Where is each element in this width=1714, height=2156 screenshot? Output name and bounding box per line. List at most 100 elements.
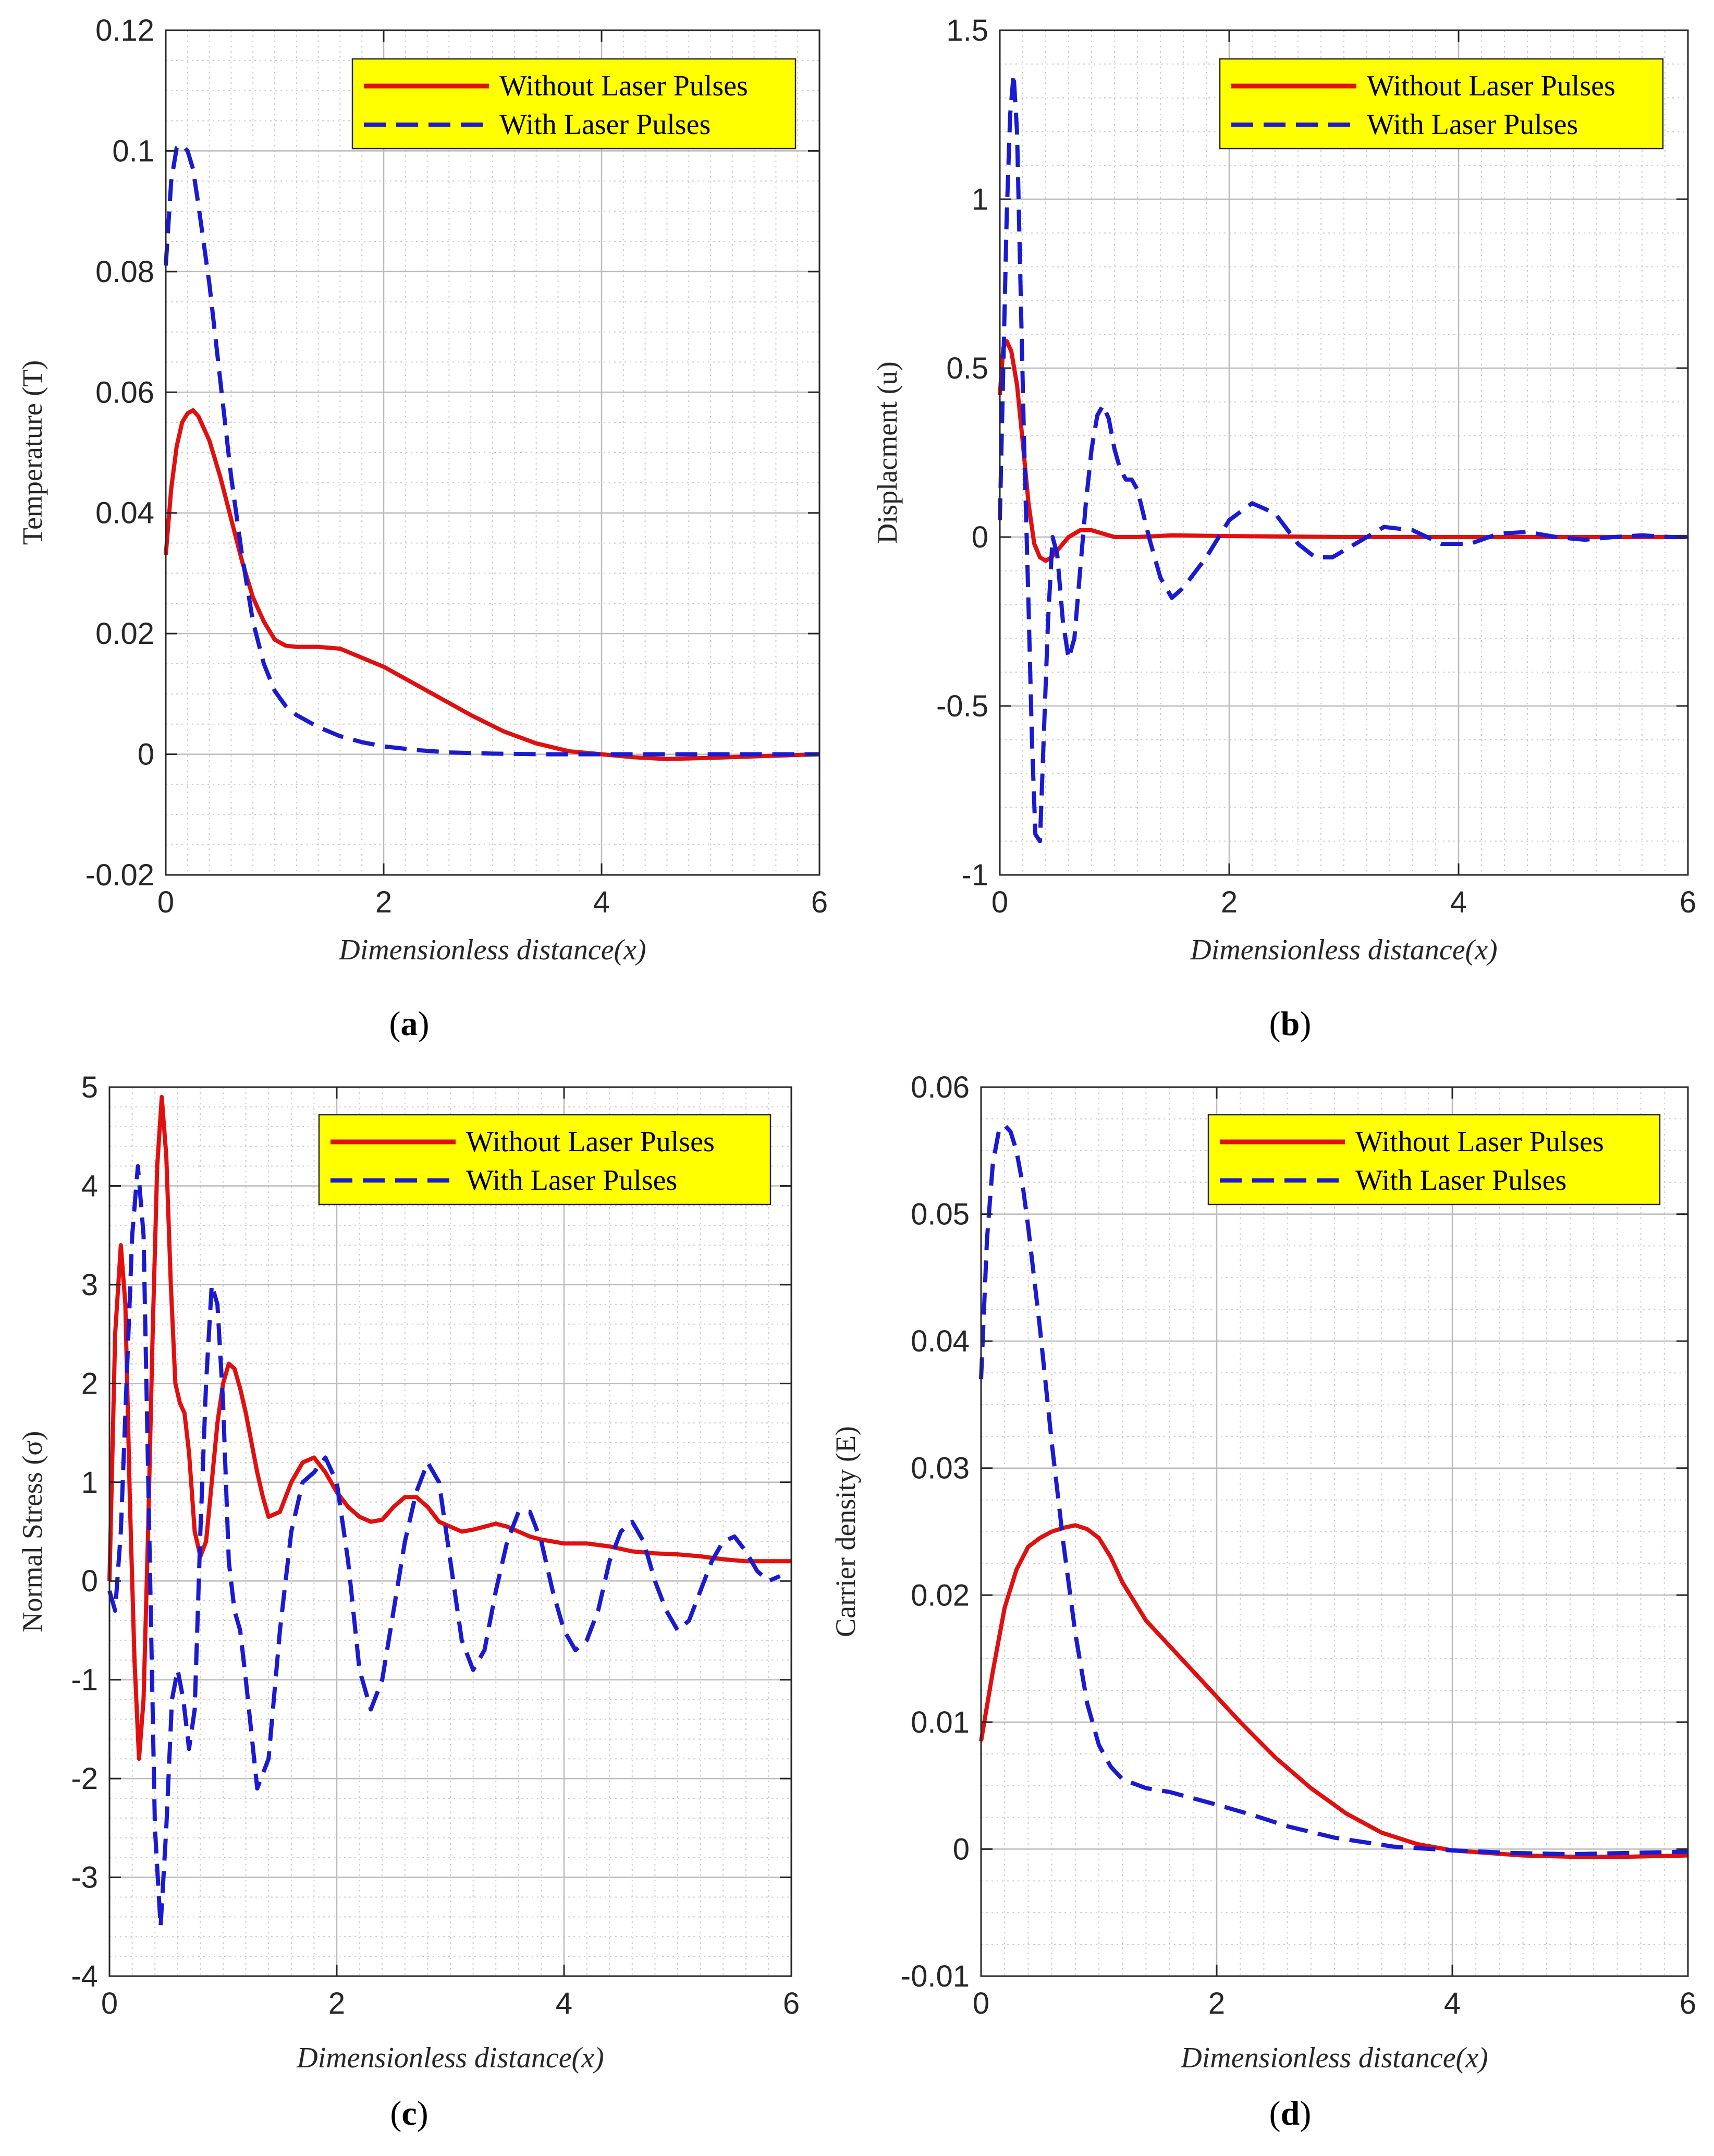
x-tick-label: 2 (375, 885, 392, 919)
x-tick-label: 0 (101, 1987, 118, 2020)
major-grid (981, 1087, 1688, 1976)
y-tick-label: 0.01 (911, 1706, 970, 1739)
caption-open-paren: ( (1269, 1005, 1281, 1043)
y-axis-label: Temperature (T) (17, 360, 48, 545)
x-tick-label: 6 (1680, 1987, 1696, 2020)
axes-box (165, 29, 821, 876)
y-tick-label: -4 (71, 1959, 98, 1993)
panel-caption: (a) (389, 1005, 430, 1043)
caption-open-paren: ( (1269, 2094, 1281, 2133)
y-tick-label: 3 (81, 1268, 98, 1302)
legend: Without Laser Pulses With Laser Pulses (318, 1114, 772, 1205)
legend-box (1219, 58, 1664, 150)
y-tick-label: 0.12 (95, 14, 154, 47)
x-axis-label: Dimensionless distance(x) (338, 934, 646, 966)
x-tick-label: 6 (811, 885, 828, 919)
y-tick-label: -1 (71, 1663, 98, 1697)
y-tick-label: 1 (81, 1466, 98, 1500)
caption-open-paren: ( (389, 1005, 401, 1043)
caption-close-paren: ) (417, 2094, 428, 2133)
caption-letter: d (1281, 2094, 1300, 2133)
y-tick-label: 2 (81, 1367, 98, 1400)
minor-grid (981, 1087, 1688, 1976)
x-tick-label: 2 (1221, 885, 1238, 919)
y-axis-label: Carrier density (E) (830, 1426, 861, 1637)
panel-caption: (c) (390, 2094, 428, 2133)
legend: Without Laser Pulses With Laser Pulses (351, 58, 797, 150)
y-tick-label: 0.03 (911, 1452, 970, 1485)
caption-close-paren: ) (1300, 2094, 1311, 2133)
legend-label-with-laser-pulses: With Laser Pulses (1367, 108, 1578, 141)
y-axis-label: Displacment (u) (872, 361, 903, 543)
major-grid (109, 1087, 791, 1976)
y-tick-label: 4 (81, 1169, 98, 1203)
chart-panel-c: 0 2 4 6 -4 -3 -2 -1 0 1 2 3 4 5 Dimensionless distance… (17, 1070, 800, 2133)
y-tick-label: 0.5 (946, 351, 988, 385)
x-tick-label: 0 (991, 885, 1008, 919)
legend: Without Laser Pulses With Laser Pulses (1219, 58, 1664, 150)
y-tick-label: 0.08 (95, 255, 154, 289)
x-tick-label: 2 (328, 1987, 345, 2020)
y-tick-label: -2 (71, 1762, 98, 1796)
x-tick-label: 4 (1444, 1987, 1461, 2020)
x-tick-label: 6 (783, 1987, 800, 2020)
y-tick-label: 0.06 (911, 1070, 970, 1104)
series-line-with-laser-pulses (164, 142, 819, 757)
y-tick-label: 0 (138, 738, 154, 772)
y-tick-label: 1.5 (946, 14, 988, 47)
legend-label-with-laser-pulses: With Laser Pulses (1355, 1164, 1566, 1197)
series-line-with-laser-pulses (998, 72, 1688, 844)
axes-box (108, 1086, 792, 1977)
chart-panel-d: 0 2 4 6-0.0100.010.020.030.040.050.06Dimens… (830, 1070, 1696, 2133)
x-tick-label: 6 (1680, 885, 1696, 919)
tick-marks (980, 1086, 1689, 1977)
legend-box (351, 58, 797, 150)
y-tick-label: 0.04 (911, 1324, 970, 1358)
x-axis-label: Dimensionless distance(x) (1180, 2042, 1488, 2074)
x-tick-label: 2 (1208, 1987, 1225, 2020)
x-tick-label: 0 (973, 1987, 989, 2020)
y-tick-label: 0.04 (95, 496, 154, 530)
tick-marks (999, 29, 1689, 876)
tick-marks (165, 29, 821, 876)
y-tick-label: -0.02 (85, 858, 154, 892)
panel-caption: (d) (1269, 2094, 1312, 2133)
y-tick-label: 0 (953, 1832, 970, 1866)
y-tick-label: 0 (972, 520, 988, 554)
chart-panel-a: 0 2 4 6-0.0200.020.040.060.080.10.12Dimensi… (17, 14, 828, 1043)
y-tick-label: 0 (81, 1564, 98, 1598)
y-tick-label: 0.1 (112, 134, 154, 168)
caption-letter: b (1281, 1005, 1300, 1043)
legend-label-without-laser-pulses: Without Laser Pulses (499, 70, 748, 102)
legend-box (1207, 1114, 1661, 1205)
caption-close-paren: ) (418, 1005, 430, 1043)
y-tick-label: 1 (972, 182, 988, 216)
axes-box (999, 29, 1689, 876)
panel-caption: (b) (1269, 1005, 1312, 1043)
y-axis-label: Normal Stress (σ) (17, 1431, 48, 1632)
series-line-with-laser-pulses (107, 1164, 781, 1929)
series-line-with-laser-pulses (979, 1123, 1688, 1857)
x-tick-label: 4 (556, 1987, 572, 2020)
y-tick-label: 0.05 (911, 1198, 970, 1232)
axes-box (980, 1086, 1689, 1977)
caption-letter: c (401, 2094, 417, 2133)
legend: Without Laser Pulses With Laser Pulses (1207, 1114, 1661, 1205)
caption-close-paren: ) (1300, 1005, 1311, 1043)
y-tick-label: -0.01 (901, 1959, 970, 1993)
caption-letter: a (401, 1005, 418, 1043)
caption-open-paren: ( (390, 2094, 401, 2133)
x-tick-label: 4 (593, 885, 610, 919)
y-tick-label: 0.02 (95, 617, 154, 651)
series-line-without-laser-pulses (998, 339, 1688, 563)
x-axis-label: Dimensionless distance(x) (296, 2042, 604, 2074)
x-axis-label: Dimensionless distance(x) (1190, 934, 1497, 966)
chart-panel-b: 0 2 4 6 -1 -0.5 0 0.5 1 1.5 Dimensionless distance… (872, 14, 1696, 1043)
legend-label-without-laser-pulses: Without Laser Pulses (466, 1126, 715, 1158)
y-tick-label: -0.5 (936, 689, 988, 723)
y-tick-label: 0.02 (911, 1578, 970, 1612)
legend-box (318, 1114, 772, 1205)
y-tick-label: 0.06 (95, 375, 154, 409)
legend-label-without-laser-pulses: Without Laser Pulses (1355, 1126, 1604, 1158)
